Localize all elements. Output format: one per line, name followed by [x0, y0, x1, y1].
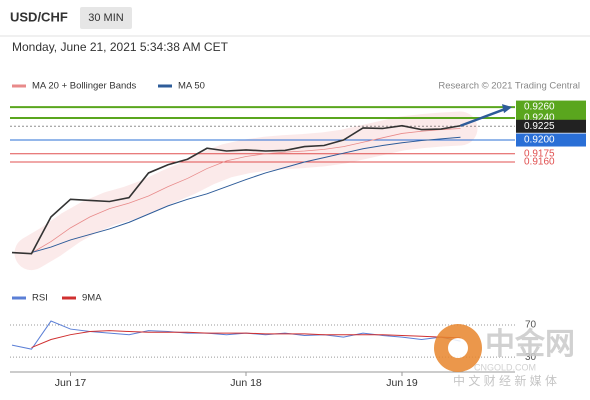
credit: Research © 2021 Trading Central [438, 81, 580, 92]
level-label: 0.9240 [524, 113, 555, 124]
x-tick-label: Jun 18 [230, 377, 262, 389]
watermark-brand: 中金网 [485, 327, 575, 361]
interval-label[interactable]: 30 MIN [88, 12, 124, 24]
symbol: USD/CHF [10, 9, 68, 24]
legend-label: 9MA [82, 293, 102, 304]
interval-button[interactable] [80, 7, 132, 29]
price-line [11, 124, 461, 255]
forecast-arrow [460, 107, 506, 127]
watermark: 中金网 CNGOLD.COM 中 文 财 经 新 媒 体 [434, 324, 575, 388]
y-tick-label: 70 [525, 320, 537, 331]
x-tick-label: Jun 17 [55, 377, 87, 389]
y-tick-label: 30 [525, 352, 537, 363]
legend-label: RSI [32, 293, 48, 304]
rsi-line [31, 330, 461, 348]
level-label: 0.9225 [524, 121, 555, 132]
level-label: 0.9160 [524, 157, 555, 168]
ma-line [31, 128, 461, 254]
level-label: 0.9175 [524, 148, 555, 159]
watermark-slogan: 中 文 财 经 新 媒 体 [453, 373, 557, 388]
timestamp: Monday, June 21, 2021 5:34:38 AM CET [12, 40, 229, 54]
forecast-arrowhead [502, 104, 512, 114]
ma-line [31, 136, 461, 254]
watermark-site: CNGOLD.COM [474, 362, 536, 372]
level-tag [516, 133, 586, 147]
level-tag [516, 100, 586, 114]
rsi-line [11, 320, 461, 350]
level-tag [516, 119, 586, 133]
watermark-logo-inner [448, 338, 468, 358]
level-label: 0.9200 [524, 135, 555, 146]
legend-label: MA 50 [178, 81, 205, 92]
legend-label: MA 20 + Bollinger Bands [32, 81, 137, 92]
x-tick-label: Jun 19 [386, 377, 418, 389]
level-label: 0.9260 [524, 102, 555, 113]
